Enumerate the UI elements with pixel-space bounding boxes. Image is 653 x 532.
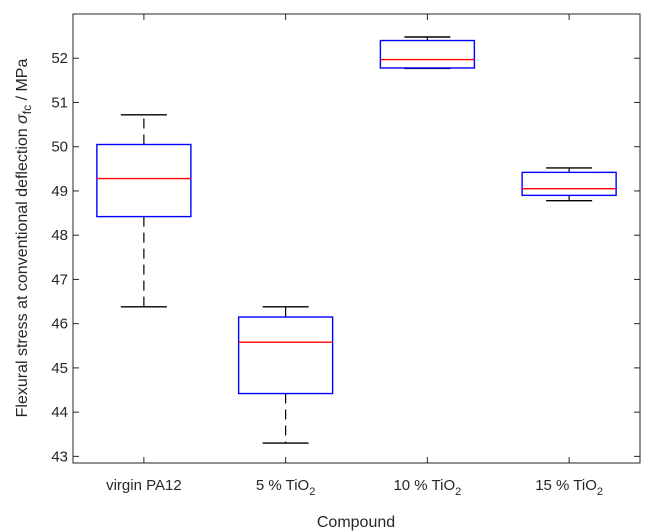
y-tick-label: 51 xyxy=(51,94,68,111)
y-tick-label: 43 xyxy=(51,448,68,465)
y-tick-label: 49 xyxy=(51,183,68,200)
y-tick-label: 48 xyxy=(51,227,68,244)
box-iqr xyxy=(96,143,192,218)
box-group xyxy=(521,167,617,202)
x-tick-label-text: 15 % TiO xyxy=(535,477,597,494)
x-axis-ticks: virgin PA12 5 % TiO2 10 % TiO2 15 % TiO2 xyxy=(106,14,603,498)
axes-frame xyxy=(72,13,641,464)
box-iqr xyxy=(521,171,617,197)
x-tick-label-subscript: 2 xyxy=(597,486,603,498)
y-axis-title: Flexural stress at conventional deflecti… xyxy=(14,59,34,418)
x-tick-label-subscript: 2 xyxy=(455,486,461,498)
x-tick-label-subscript: 2 xyxy=(309,486,315,498)
box-iqr xyxy=(379,39,476,69)
y-tick-label: 45 xyxy=(51,360,68,377)
x-tick-label-text: 5 % TiO xyxy=(256,477,309,494)
y-tick-label: 52 xyxy=(51,50,68,67)
y-tick-label: 47 xyxy=(51,271,68,288)
y-tick-label: 44 xyxy=(51,404,68,421)
box-group xyxy=(379,36,476,70)
y-axis-title-subscript: fc xyxy=(20,105,34,114)
x-tick-label: 15 % TiO2 xyxy=(535,477,603,498)
y-tick-label: 46 xyxy=(51,316,68,333)
box-iqr xyxy=(237,316,334,395)
y-axis-title-suffix: / MPa xyxy=(14,59,31,105)
y-axis-ticks: 43 44 45 46 47 48 49 50 51 52 xyxy=(51,50,640,465)
x-tick-label-text: 10 % TiO xyxy=(393,477,455,494)
x-tick-label-text: virgin PA12 xyxy=(106,477,182,494)
box-group xyxy=(237,306,334,444)
x-tick-label: 5 % TiO2 xyxy=(256,477,315,498)
x-tick-label: virgin PA12 xyxy=(106,477,182,494)
x-axis-title: Compound xyxy=(317,514,395,531)
plot-area xyxy=(96,36,617,444)
y-axis-title-symbol: σ xyxy=(14,113,31,124)
x-tick-label: 10 % TiO2 xyxy=(393,477,461,498)
axes xyxy=(72,13,641,464)
y-tick-label: 50 xyxy=(51,139,68,156)
box-group xyxy=(96,114,192,308)
y-axis-title-prefix: Flexural stress at conventional deflecti… xyxy=(14,124,31,417)
